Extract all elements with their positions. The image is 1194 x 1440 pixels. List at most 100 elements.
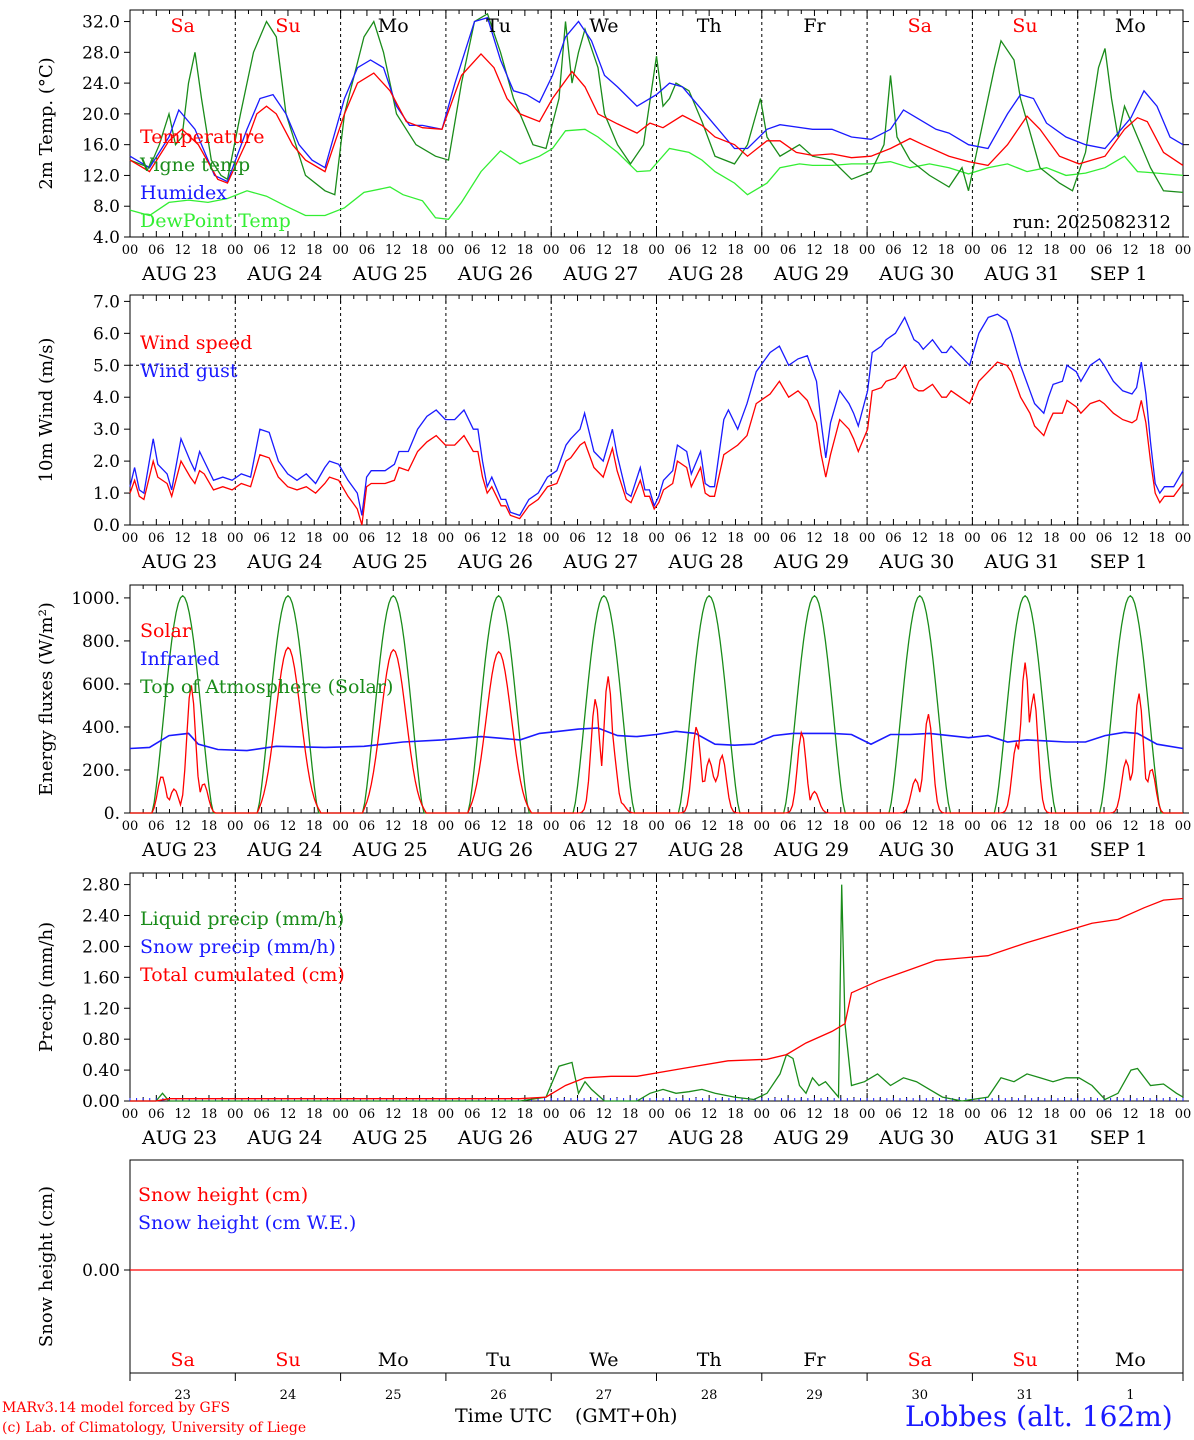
hour-tick-label: 00 [438, 819, 455, 834]
hour-tick-label: 18 [938, 531, 955, 546]
hour-tick-label: 18 [201, 243, 218, 258]
hour-tick-label: 12 [1122, 243, 1139, 258]
hour-tick-label: 18 [1043, 1107, 1060, 1122]
date-label: AUG 30 [878, 263, 954, 285]
hour-tick-label: 12 [806, 819, 823, 834]
hour-tick-label: 06 [780, 1107, 797, 1122]
weekday-label: Sa [908, 1349, 932, 1371]
hour-tick-label: 00 [964, 819, 981, 834]
hour-tick-label: 00 [754, 819, 771, 834]
hour-tick-label: 00 [1175, 1107, 1192, 1122]
hour-tick-label: 18 [201, 819, 218, 834]
y-axis-label: 10m Wind (m/s) [36, 338, 57, 483]
hour-tick-label: 06 [148, 531, 165, 546]
hour-tick-label: 12 [490, 243, 507, 258]
day-number-label: 27 [596, 1388, 613, 1403]
date-label: AUG 27 [562, 263, 638, 285]
hour-tick-label: 18 [411, 531, 428, 546]
hour-tick-label: 06 [780, 819, 797, 834]
hour-tick-label: 06 [885, 531, 902, 546]
hour-tick-label: 00 [1069, 819, 1086, 834]
hour-tick-label: 18 [517, 243, 534, 258]
date-label: SEP 1 [1090, 839, 1148, 861]
hour-tick-label: 00 [1069, 243, 1086, 258]
hour-tick-label: 12 [385, 243, 402, 258]
y-tick-label: 400. [82, 718, 120, 738]
y-tick-label: 1.0 [93, 484, 120, 504]
weekday-label: Sa [170, 1349, 194, 1371]
time-axis-label: Time UTC [455, 1405, 553, 1427]
legend-entry: Infrared [140, 648, 220, 670]
hour-tick-label: 18 [306, 243, 323, 258]
hour-tick-label: 12 [280, 531, 297, 546]
y-tick-label: 1.20 [82, 999, 120, 1019]
date-label: AUG 23 [141, 263, 217, 285]
date-label: AUG 31 [983, 1127, 1059, 1149]
date-label: AUG 28 [668, 839, 744, 861]
date-label: AUG 25 [352, 1127, 428, 1149]
hour-tick-label: 12 [596, 243, 613, 258]
legend-entry: Vigne temp [139, 154, 250, 176]
legend-entry: Temperature [140, 126, 264, 148]
hour-tick-label: 12 [280, 243, 297, 258]
legend-entry: Total cumulated (cm) [140, 964, 345, 986]
y-tick-label: 28.0 [82, 43, 120, 63]
hour-tick-label: 06 [885, 1107, 902, 1122]
date-label: AUG 26 [457, 263, 533, 285]
hour-tick-label: 00 [227, 819, 244, 834]
hour-tick-label: 06 [780, 243, 797, 258]
run-label: run: 2025082312 [1013, 212, 1171, 233]
hour-tick-label: 00 [648, 243, 665, 258]
hour-tick-label: 00 [1069, 531, 1086, 546]
date-label: AUG 29 [773, 1127, 849, 1149]
date-label: AUG 31 [983, 551, 1059, 573]
hour-tick-label: 18 [201, 1107, 218, 1122]
hour-tick-label: 12 [596, 1107, 613, 1122]
hour-tick-label: 06 [1096, 819, 1113, 834]
legend-entry: Wind speed [140, 332, 252, 354]
gmt-label: (GMT+0h) [575, 1405, 678, 1427]
hour-tick-label: 18 [1148, 243, 1165, 258]
temp-series-line [129, 12, 1184, 196]
hour-tick-label: 00 [438, 531, 455, 546]
hour-tick-label: 12 [1122, 531, 1139, 546]
y-tick-label: 4.0 [93, 388, 120, 408]
hour-tick-label: 12 [911, 1107, 928, 1122]
hour-tick-label: 00 [543, 1107, 560, 1122]
hour-tick-label: 00 [438, 243, 455, 258]
y-tick-label: 16.0 [82, 136, 120, 156]
weekday-label: Su [1012, 15, 1037, 37]
hour-tick-label: 18 [833, 819, 850, 834]
infrared-line [129, 727, 1184, 752]
hour-tick-label: 06 [253, 819, 270, 834]
date-label: AUG 28 [668, 551, 744, 573]
weekday-label: Mo [1115, 15, 1146, 37]
hour-tick-label: 06 [990, 531, 1007, 546]
hour-tick-label: 06 [990, 819, 1007, 834]
hour-tick-label: 12 [490, 531, 507, 546]
hour-tick-label: 00 [227, 531, 244, 546]
weekday-label: Su [1012, 1349, 1037, 1371]
y-axis-label: Precip (mm/h) [36, 922, 57, 1052]
y-tick-label: 0. [104, 804, 120, 824]
date-label: AUG 31 [983, 263, 1059, 285]
day-number-label: 29 [806, 1388, 823, 1403]
hour-tick-label: 18 [938, 243, 955, 258]
y-tick-label: 600. [82, 675, 120, 695]
hour-tick-label: 12 [490, 1107, 507, 1122]
hour-tick-label: 12 [1017, 243, 1034, 258]
day-number-label: 23 [174, 1388, 191, 1403]
hour-tick-label: 18 [1148, 819, 1165, 834]
hour-tick-label: 00 [122, 1107, 139, 1122]
copyright-credit: (c) Lab. of Climatology, University of L… [2, 1420, 307, 1436]
legend-entry: Snow height (cm) [138, 1184, 308, 1206]
hour-tick-label: 06 [569, 531, 586, 546]
hour-tick-label: 00 [122, 819, 139, 834]
date-label: SEP 1 [1090, 1127, 1148, 1149]
weekday-label: Su [275, 15, 300, 37]
hour-tick-label: 12 [174, 243, 191, 258]
temp-series-line [129, 128, 1184, 220]
hour-tick-label: 06 [359, 243, 376, 258]
date-label: SEP 1 [1090, 551, 1148, 573]
date-label: AUG 24 [246, 1127, 322, 1149]
